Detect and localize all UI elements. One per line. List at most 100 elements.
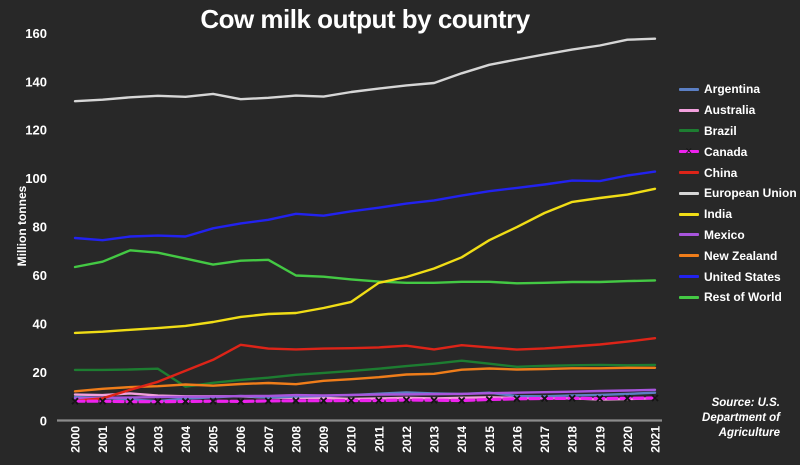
x-tick-label: 2017 bbox=[538, 426, 552, 453]
marker-x bbox=[154, 398, 162, 406]
marker-x bbox=[568, 394, 576, 402]
marker-x bbox=[375, 396, 383, 405]
legend-item-united-states: United States bbox=[679, 266, 797, 287]
x-tick-label: 2000 bbox=[69, 426, 83, 453]
x-tick-label: 2005 bbox=[207, 426, 221, 453]
x-tick-label: 2009 bbox=[317, 426, 331, 453]
x-tick-label: 2015 bbox=[483, 426, 497, 453]
series-line-united-states bbox=[73, 170, 657, 242]
x-tick-label: 2007 bbox=[262, 426, 276, 453]
legend-swatch-united-states bbox=[679, 275, 699, 279]
x-tick-label: 2019 bbox=[593, 426, 607, 453]
legend-label-china: China bbox=[704, 165, 738, 180]
y-tick-label: 20 bbox=[33, 365, 47, 380]
legend-label-india: India bbox=[704, 207, 733, 222]
series-line-mexico bbox=[73, 388, 657, 400]
series-line-new-zealand bbox=[73, 366, 657, 393]
x-tick-label: 2020 bbox=[621, 426, 635, 453]
marker-x bbox=[623, 394, 632, 402]
series-line-brazil bbox=[73, 359, 657, 388]
marker-x bbox=[402, 396, 411, 404]
marker-x bbox=[292, 397, 300, 405]
marker-x bbox=[71, 397, 79, 405]
legend-swatch-new-zealand bbox=[679, 254, 699, 258]
x-tick-label: 2014 bbox=[455, 426, 469, 453]
legend-item-european-union: European Union bbox=[679, 183, 797, 204]
marker-x bbox=[485, 395, 493, 404]
marker-x bbox=[651, 394, 659, 402]
legend-swatch-argentina bbox=[679, 87, 699, 91]
source-note: Source: U.S. Department of Agriculture bbox=[702, 396, 780, 441]
x-tick-label: 2001 bbox=[96, 426, 110, 453]
source-line: Agriculture bbox=[718, 427, 780, 439]
legend-label-rest-of-world: Rest of World bbox=[704, 290, 782, 305]
legend-item-india: India bbox=[679, 204, 797, 225]
marker-x bbox=[126, 398, 134, 406]
legend-swatch-european-union bbox=[679, 191, 699, 195]
legend-swatch-brazil bbox=[679, 129, 699, 133]
y-tick-label: 160 bbox=[25, 26, 47, 41]
legend-swatch-australia bbox=[679, 108, 699, 112]
legend-swatch-rest-of-world bbox=[679, 295, 699, 299]
x-tick-label: 2018 bbox=[566, 426, 580, 453]
y-tick-label: 80 bbox=[33, 220, 47, 235]
legend-swatch-mexico bbox=[679, 233, 699, 237]
x-tick-label: 2008 bbox=[289, 426, 303, 453]
y-tick-label: 100 bbox=[25, 171, 47, 186]
marker-x bbox=[596, 394, 604, 403]
legend-item-new-zealand: New Zealand bbox=[679, 245, 797, 266]
marker-x bbox=[513, 395, 521, 403]
series-line-china bbox=[73, 337, 657, 402]
legend-item-argentina: Argentina bbox=[679, 79, 797, 100]
legend-swatch-india bbox=[679, 212, 699, 216]
marker-x bbox=[181, 397, 190, 406]
legend: Argentina Australia Brazil ✕ Canada China Euro… bbox=[679, 79, 797, 308]
legend-swatch-china bbox=[679, 171, 699, 175]
marker-x bbox=[458, 396, 466, 405]
legend-item-canada: ✕ Canada bbox=[679, 141, 797, 162]
marker-x bbox=[540, 394, 549, 403]
y-tick-label: 140 bbox=[25, 74, 47, 89]
source-line: Source: U.S. bbox=[711, 397, 780, 409]
legend-item-mexico: Mexico bbox=[679, 225, 797, 246]
legend-label-united-states: United States bbox=[704, 269, 781, 284]
legend-label-australia: Australia bbox=[704, 103, 756, 118]
legend-swatch-canada: ✕ bbox=[679, 146, 699, 156]
marker-x bbox=[264, 397, 272, 405]
source-line: Department of bbox=[702, 412, 780, 424]
x-tick-label: 2006 bbox=[234, 426, 248, 453]
y-tick-label: 40 bbox=[33, 316, 47, 331]
legend-item-china: China bbox=[679, 162, 797, 183]
legend-label-mexico: Mexico bbox=[704, 227, 745, 242]
chart-title: Cow milk output by country bbox=[200, 4, 530, 34]
marker-x bbox=[98, 397, 107, 405]
x-tick-label: 2011 bbox=[372, 426, 386, 452]
legend-label-canada: Canada bbox=[704, 144, 748, 159]
x-tick-label: 2010 bbox=[345, 426, 359, 453]
x-tick-label: 2002 bbox=[124, 426, 138, 453]
legend-item-brazil: Brazil bbox=[679, 121, 797, 142]
marker-x bbox=[430, 396, 438, 404]
marker-x bbox=[237, 397, 245, 406]
series-line-rest-of-world bbox=[73, 249, 657, 285]
x-tick-label: 2003 bbox=[151, 426, 165, 453]
x-tick-label: 2016 bbox=[510, 426, 524, 453]
legend-label-brazil: Brazil bbox=[704, 123, 737, 138]
series-line-canada bbox=[73, 396, 657, 404]
x-tick-label: 2013 bbox=[428, 426, 442, 453]
series-line-european-union bbox=[73, 37, 657, 103]
legend-item-australia: Australia bbox=[679, 100, 797, 121]
legend-swatch-x-marker: ✕ bbox=[685, 146, 693, 157]
x-tick-label: 2004 bbox=[179, 426, 193, 453]
marker-x bbox=[347, 396, 355, 405]
marker-x bbox=[319, 397, 328, 405]
y-tick-label: 60 bbox=[33, 268, 47, 283]
series-line-india bbox=[73, 187, 657, 335]
x-tick-label: 2021 bbox=[649, 426, 663, 453]
legend-label-new-zealand: New Zealand bbox=[704, 248, 778, 263]
marker-x bbox=[209, 397, 217, 405]
legend-label-european-union: European Union bbox=[704, 186, 797, 201]
legend-item-rest-of-world: Rest of World bbox=[679, 287, 797, 308]
